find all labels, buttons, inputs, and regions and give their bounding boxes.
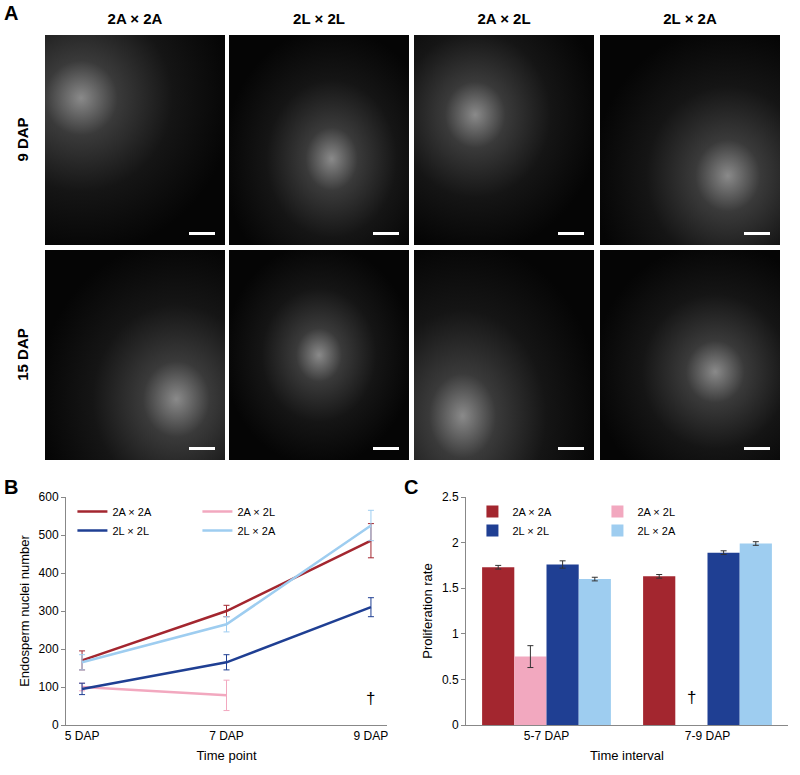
svg-text:600: 600 xyxy=(39,490,59,504)
svg-text:400: 400 xyxy=(39,566,59,580)
svg-text:7 DAP: 7 DAP xyxy=(209,729,244,743)
svg-text:5-7 DAP: 5-7 DAP xyxy=(524,729,569,743)
svg-text:7-9 DAP: 7-9 DAP xyxy=(685,729,730,743)
svg-text:2.5: 2.5 xyxy=(442,490,459,504)
svg-text:Proliferation rate: Proliferation rate xyxy=(420,563,435,658)
svg-text:Time interval: Time interval xyxy=(590,748,664,763)
html-text:A: A xyxy=(4,2,19,24)
svg-text:2A × 2L: 2A × 2L xyxy=(637,506,675,518)
svg-text:Time point: Time point xyxy=(196,748,257,763)
svg-text:1: 1 xyxy=(452,627,459,641)
svg-text:2A × 2A: 2A × 2A xyxy=(112,506,152,518)
svg-text:Endosperm nuclei number: Endosperm nuclei number xyxy=(17,534,32,686)
svg-text:0: 0 xyxy=(452,718,459,732)
html-text:2L × 2L: 2L × 2L xyxy=(293,10,345,27)
html-text:C: C xyxy=(404,476,419,498)
html-text:9 DAP: 9 DAP xyxy=(13,117,31,162)
svg-text:2A × 2A: 2A × 2A xyxy=(512,506,552,518)
html-text:B: B xyxy=(4,476,19,498)
svg-text:2L × 2L: 2L × 2L xyxy=(112,525,149,537)
svg-text:2: 2 xyxy=(452,536,459,550)
svg-text:†: † xyxy=(687,688,696,707)
svg-text:2L × 2A: 2L × 2A xyxy=(637,525,675,537)
svg-text:2L × 2L: 2L × 2L xyxy=(512,525,549,537)
html-text:2A × 2A: 2A × 2A xyxy=(107,10,163,27)
svg-text:0.5: 0.5 xyxy=(442,673,459,687)
svg-text:2L × 2A: 2L × 2A xyxy=(237,525,275,537)
html-text:15 DAP: 15 DAP xyxy=(13,328,31,381)
svg-text:100: 100 xyxy=(39,680,59,694)
svg-text:2A × 2L: 2A × 2L xyxy=(237,506,275,518)
html-text:2L × 2A: 2L × 2A xyxy=(663,10,717,27)
svg-text:0: 0 xyxy=(52,718,59,732)
svg-text:1.5: 1.5 xyxy=(442,581,459,595)
html-text:2A × 2L: 2A × 2L xyxy=(477,10,531,27)
svg-text:500: 500 xyxy=(39,528,59,542)
svg-text:200: 200 xyxy=(39,642,59,656)
svg-text:300: 300 xyxy=(39,604,59,618)
svg-text:5 DAP: 5 DAP xyxy=(65,729,100,743)
svg-text:9 DAP: 9 DAP xyxy=(354,729,389,743)
svg-text:†: † xyxy=(366,689,375,708)
